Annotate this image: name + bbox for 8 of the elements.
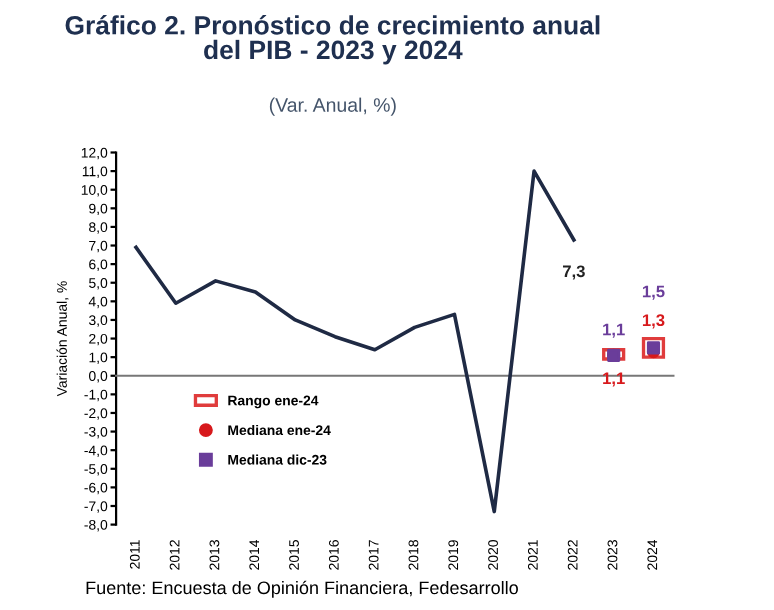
chart-subtitle: (Var. Anual, %)	[269, 97, 396, 116]
data-label: 7,3	[563, 265, 585, 280]
data-label: 1,3	[642, 314, 665, 329]
data-label: 1,1	[603, 372, 625, 387]
chart-title: Gráfico 2. Pronóstico de crecimiento anual del PIB - 2023 y 2024	[65, 15, 600, 65]
data-label: 1,5	[642, 285, 665, 300]
source-note: Fuente: Encuesta de Opinión Financiera, Fedesarrollo	[86, 580, 518, 598]
data-label: 1,1	[603, 323, 625, 338]
